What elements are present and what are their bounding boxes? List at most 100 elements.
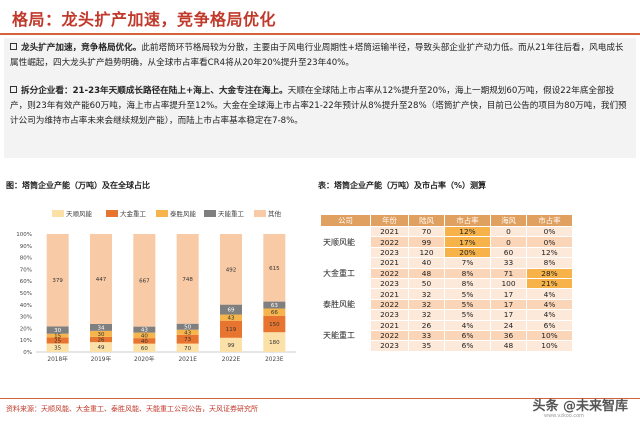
watermark-url: www.vzkoo.com [544, 413, 584, 419]
bar-segment [176, 329, 199, 335]
onshore-cell: 33 [408, 329, 445, 342]
offshore-share-cell: 12% [526, 246, 573, 259]
onshore-share-cell: 5% [444, 288, 491, 300]
bar-segment [220, 314, 242, 321]
x-category-label: 2021E [178, 357, 197, 363]
data-label: 49 [98, 345, 105, 351]
bar-segment [263, 301, 286, 309]
data-label: 43 [228, 316, 235, 322]
bar-segment [90, 324, 112, 331]
onshore-cell: 40 [408, 257, 445, 269]
offshore-share-cell: 28% [526, 267, 573, 279]
year-cell: 2023 [370, 309, 409, 321]
data-label: 119 [226, 327, 237, 333]
offshore-cell: 100 [490, 277, 527, 290]
y-tick-label: 30% [20, 315, 32, 321]
bar-segment [176, 334, 199, 344]
legend-item-taisheng: 泰胜风能 [156, 208, 196, 218]
data-label: 667 [139, 278, 150, 284]
onshore-share-cell: 5% [444, 298, 491, 311]
onshore-share-cell: 4% [444, 319, 491, 331]
year-cell: 2023 [370, 277, 409, 290]
offshore-share-cell: 0% [526, 236, 573, 248]
year-cell: 2021 [370, 257, 409, 269]
header-offshore: 海风 [490, 214, 527, 227]
offshore-cell: 0 [490, 225, 527, 238]
onshore-share-cell: 6% [444, 329, 491, 342]
x-category-label: 2018年 [47, 355, 68, 363]
data-label: 69 [228, 308, 235, 314]
onshore-share-cell: 5% [444, 309, 491, 321]
onshore-cell: 32 [408, 309, 445, 321]
offshore-share-cell: 0% [526, 225, 573, 238]
offshore-cell: 0 [490, 236, 527, 248]
bar-segment [263, 234, 286, 302]
bullet-2-lead: 拆分企业看：21-23年天顺成长路径在陆上+海上、大金专注在海上。 [21, 86, 288, 96]
y-tick-label: 40% [20, 303, 32, 309]
offshore-cell: 17 [490, 288, 527, 300]
onshore-share-cell: 6% [444, 340, 491, 352]
bar-segment [220, 320, 242, 338]
bar-segment [220, 337, 242, 352]
bar-segment [90, 330, 112, 337]
bar-segment [263, 332, 286, 352]
bar-segment [133, 343, 156, 352]
onshore-cell: 48 [408, 267, 445, 279]
bar-segment [46, 234, 69, 327]
year-cell: 2021 [370, 319, 409, 331]
offshore-share-cell: 4% [526, 288, 573, 300]
square-bullet-icon [10, 43, 17, 50]
data-label: 63 [271, 303, 278, 309]
offshore-share-cell: 10% [526, 340, 573, 352]
onshore-cell: 32 [408, 288, 445, 300]
data-label: 99 [228, 343, 235, 349]
data-label: 43 [184, 330, 191, 336]
watermark: 头条 @未来智库 [532, 399, 628, 414]
onshore-share-cell: 20% [444, 246, 491, 259]
x-category-label: 2022E [222, 357, 241, 363]
data-label: 70 [184, 346, 191, 352]
table-row: 大金重工 2021 40 7% 33 8% [320, 257, 573, 290]
header-company: 公司 [320, 214, 371, 227]
bar-segment [133, 332, 156, 339]
onshore-share-cell: 7% [444, 257, 491, 269]
data-label: 15 [54, 334, 61, 340]
table-row: 2023 35 6% 48 10% [321, 340, 573, 352]
offshore-cell: 17 [490, 309, 527, 321]
year-cell: 2022 [370, 329, 409, 342]
table-row: 天顺风能 2021 70 12% 0 0% [320, 225, 573, 259]
title-divider [0, 33, 640, 35]
y-tick-label: 10% [20, 338, 32, 344]
year-cell: 2022 [370, 236, 409, 248]
bar-segment [176, 343, 199, 352]
offshore-cell: 71 [490, 267, 527, 279]
data-label: 30 [54, 328, 61, 334]
bar-segment [133, 234, 156, 327]
offshore-cell: 48 [490, 340, 527, 352]
data-label: 615 [269, 266, 280, 272]
table-header-row: 公司 年份 陆风 市占率 海风 市占率 [320, 214, 573, 227]
capacity-share-table: 公司 年份 陆风 市占率 海风 市占率 天顺风能 2021 70 12% 0 0% 2022… [320, 214, 573, 352]
data-label: 40 [141, 333, 148, 339]
x-category-label: 2020年 [134, 355, 155, 363]
offshore-share-cell: 4% [526, 309, 573, 321]
data-label: 60 [141, 346, 148, 352]
company-cell: 大金重工 [320, 257, 371, 290]
square-bullet-icon [10, 86, 17, 93]
data-label: 43 [141, 328, 148, 334]
offshore-cell: 17 [490, 298, 527, 311]
data-label: 379 [52, 278, 63, 284]
bar-segment [263, 315, 286, 333]
onshore-share-cell: 8% [444, 267, 491, 279]
bullet-1-text: 此前塔筒环节格局较为分散，主要由于风电行业周期性+塔筒运输半径，导致头部企业扩产… [10, 43, 624, 68]
y-tick-label: 70% [20, 267, 32, 273]
bar-segment [263, 308, 286, 316]
onshore-cell: 99 [408, 236, 445, 248]
table-row: 2023 32 5% 17 4% [321, 309, 573, 321]
year-cell: 2023 [370, 340, 409, 352]
data-label: 73 [184, 337, 191, 343]
onshore-cell: 32 [408, 298, 445, 311]
onshore-cell: 26 [408, 319, 445, 331]
year-cell: 2023 [370, 246, 409, 259]
header-onshore-share: 市占率 [444, 214, 491, 227]
